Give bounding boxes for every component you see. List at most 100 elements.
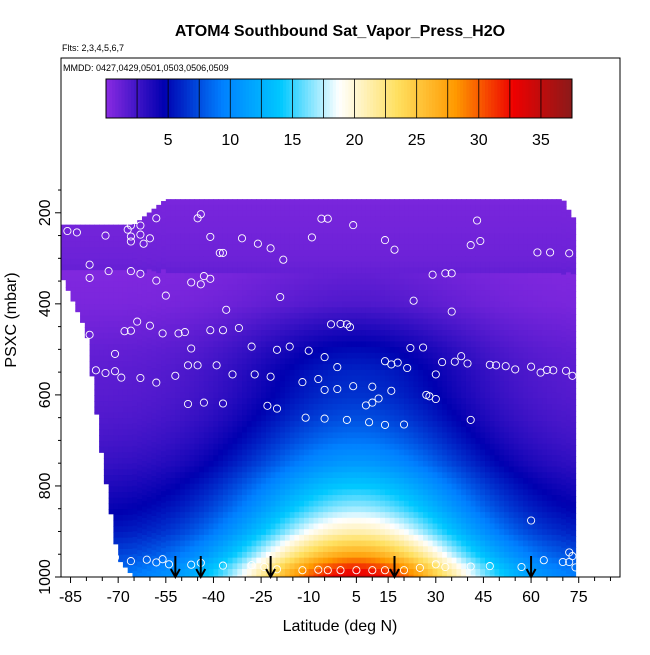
heatmap-cell <box>151 487 157 494</box>
heatmap-cell <box>156 398 162 405</box>
heatmap-cell <box>246 432 253 439</box>
heatmap-cell <box>242 318 248 325</box>
heatmap-cell <box>127 492 134 499</box>
heatmap-cell <box>280 574 286 577</box>
heatmap-cell <box>404 500 410 508</box>
heatmap-cell <box>161 309 167 316</box>
heatmap-cell <box>161 451 167 458</box>
heatmap-cell <box>437 540 443 547</box>
heatmap-cell <box>75 241 81 248</box>
heatmap-cell <box>280 557 286 564</box>
heatmap-cell <box>299 455 305 462</box>
heatmap-cell <box>146 377 153 384</box>
heatmap-cell <box>146 263 153 271</box>
heatmap-cell <box>394 335 400 342</box>
heatmap-cell <box>275 489 281 496</box>
heatmap-cell <box>332 386 338 394</box>
heatmap-cell <box>265 210 272 217</box>
heatmap-cell <box>365 312 372 320</box>
heatmap-cell <box>94 298 100 305</box>
heatmap-cell <box>156 523 162 530</box>
heatmap-cell <box>389 563 396 570</box>
heatmap-cell <box>122 395 129 402</box>
heatmap-cell <box>170 227 176 234</box>
heatmap-cell <box>218 455 224 462</box>
heatmap-cell <box>399 386 405 394</box>
heatmap-cell <box>242 477 248 485</box>
heatmap-cell <box>308 330 315 337</box>
heatmap-cell <box>365 534 372 542</box>
heatmap-cell <box>299 546 305 553</box>
heatmap-cell <box>361 375 367 382</box>
heatmap-cell <box>384 318 391 325</box>
heatmap-cell <box>303 540 310 547</box>
heatmap-cell <box>118 475 124 482</box>
heatmap-cell <box>308 364 315 371</box>
heatmap-cell <box>394 438 400 445</box>
heatmap-cell <box>213 449 219 456</box>
heatmap-cell <box>446 318 453 325</box>
heatmap-cell <box>442 438 448 445</box>
heatmap-cell <box>246 341 253 348</box>
heatmap-cell <box>418 449 424 456</box>
heatmap-cell <box>275 512 281 519</box>
heatmap-cell <box>308 489 315 496</box>
heatmap-cell <box>161 331 167 339</box>
heatmap-cell <box>180 290 186 297</box>
heatmap-cell <box>199 523 205 530</box>
heatmap-cell <box>337 421 343 428</box>
heatmap-cell <box>113 258 119 266</box>
heatmap-cell <box>427 204 434 212</box>
heatmap-cell <box>122 315 129 322</box>
heatmap-cell <box>141 233 148 240</box>
heatmap-cell <box>189 523 195 530</box>
heatmap-cell <box>418 574 424 577</box>
heatmap-cell <box>361 307 367 314</box>
heatmap-cell <box>203 477 210 485</box>
heatmap-cell <box>265 324 272 331</box>
heatmap-cell <box>151 385 157 392</box>
heatmap-cell <box>384 330 391 337</box>
heatmap-cell <box>404 244 410 251</box>
heatmap-cell <box>261 546 267 553</box>
heatmap-cell <box>389 398 396 405</box>
heatmap-cell <box>256 295 262 303</box>
heatmap-cell <box>203 426 210 434</box>
heatmap-cell <box>246 495 253 502</box>
heatmap-cell <box>242 199 248 206</box>
heatmap-cell <box>418 324 424 331</box>
heatmap-cell <box>413 432 419 439</box>
heatmap-cell <box>418 238 424 246</box>
heatmap-cell <box>208 250 215 257</box>
heatmap-cell <box>323 546 329 553</box>
heatmap-cell <box>99 230 105 237</box>
heatmap-cell <box>308 432 315 439</box>
heatmap-cell <box>327 443 334 451</box>
heatmap-cell <box>356 341 362 348</box>
heatmap-cell <box>404 551 410 559</box>
heatmap-cell <box>432 500 438 508</box>
heatmap-cell <box>404 495 410 502</box>
heatmap-cell <box>427 318 434 325</box>
heatmap-cell <box>213 341 219 348</box>
heatmap-cell <box>404 267 410 274</box>
heatmap-cell <box>375 278 381 286</box>
heatmap-cell <box>175 335 181 342</box>
heatmap-cell <box>432 506 438 513</box>
heatmap-cell <box>442 557 448 564</box>
heatmap-cell <box>208 244 215 251</box>
heatmap-cell <box>156 347 162 354</box>
heatmap-cell <box>380 381 386 388</box>
heatmap-cell <box>237 244 243 251</box>
heatmap-cell <box>170 529 176 536</box>
heatmap-cell <box>280 256 286 263</box>
heatmap-cell <box>251 438 257 445</box>
heatmap-cell <box>380 540 386 547</box>
heatmap-cell <box>222 364 229 371</box>
heatmap-cell <box>380 392 386 399</box>
heatmap-cell <box>432 312 438 320</box>
heatmap-cell <box>432 216 438 223</box>
heatmap-cell <box>113 475 119 482</box>
heatmap-cell <box>308 301 315 308</box>
heatmap-cell <box>137 430 143 438</box>
